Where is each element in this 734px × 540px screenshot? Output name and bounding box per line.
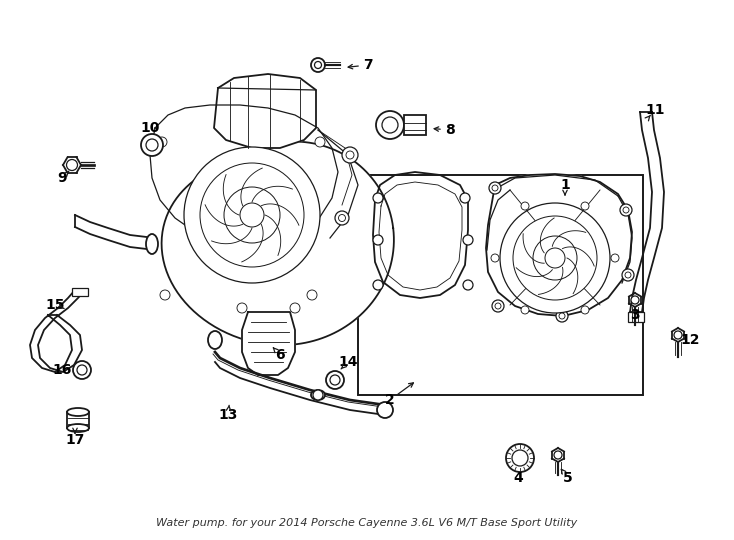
Text: 9: 9: [57, 171, 67, 185]
Circle shape: [335, 211, 349, 225]
Circle shape: [674, 331, 682, 339]
Bar: [628, 312, 644, 322]
Circle shape: [160, 290, 170, 300]
Bar: [404, 115, 426, 135]
Circle shape: [581, 306, 589, 314]
Circle shape: [373, 193, 383, 203]
Polygon shape: [161, 141, 394, 345]
Text: 7: 7: [363, 58, 373, 72]
Circle shape: [73, 361, 91, 379]
Circle shape: [146, 139, 158, 151]
Circle shape: [623, 207, 629, 213]
Text: 2: 2: [385, 393, 395, 407]
Circle shape: [224, 187, 280, 243]
Circle shape: [184, 147, 320, 283]
Circle shape: [491, 254, 499, 262]
Circle shape: [513, 216, 597, 300]
Bar: [72, 288, 88, 296]
Circle shape: [338, 214, 346, 221]
Circle shape: [376, 111, 404, 139]
Polygon shape: [214, 74, 316, 148]
Circle shape: [373, 280, 383, 290]
Circle shape: [290, 303, 300, 313]
Circle shape: [157, 137, 167, 147]
Circle shape: [311, 58, 325, 72]
Circle shape: [200, 163, 304, 267]
Circle shape: [77, 365, 87, 375]
Circle shape: [346, 151, 354, 159]
Text: 4: 4: [513, 471, 523, 485]
Circle shape: [342, 147, 358, 163]
Circle shape: [382, 117, 398, 133]
Circle shape: [315, 137, 325, 147]
Text: 14: 14: [338, 355, 357, 369]
Circle shape: [521, 202, 529, 210]
Circle shape: [240, 203, 264, 227]
Circle shape: [625, 272, 631, 278]
Circle shape: [622, 269, 634, 281]
Circle shape: [545, 248, 565, 268]
Circle shape: [377, 402, 393, 418]
Circle shape: [559, 313, 565, 319]
Circle shape: [495, 303, 501, 309]
Circle shape: [373, 235, 383, 245]
Circle shape: [631, 296, 639, 304]
Text: 5: 5: [563, 471, 573, 485]
Circle shape: [237, 303, 247, 313]
Circle shape: [620, 204, 632, 216]
Ellipse shape: [311, 390, 325, 400]
Circle shape: [506, 444, 534, 472]
Text: 11: 11: [645, 103, 665, 117]
Text: 17: 17: [65, 433, 84, 447]
Circle shape: [521, 306, 529, 314]
Circle shape: [307, 290, 317, 300]
Circle shape: [313, 390, 323, 400]
Text: 16: 16: [52, 363, 72, 377]
Ellipse shape: [67, 408, 89, 416]
Ellipse shape: [208, 331, 222, 349]
Text: 3: 3: [631, 308, 640, 322]
Circle shape: [492, 300, 504, 312]
Circle shape: [500, 203, 610, 313]
Circle shape: [554, 451, 562, 459]
Circle shape: [460, 193, 470, 203]
Text: 1: 1: [560, 178, 570, 192]
Ellipse shape: [67, 424, 89, 432]
Circle shape: [141, 134, 163, 156]
Circle shape: [581, 202, 589, 210]
Polygon shape: [486, 174, 632, 316]
Circle shape: [314, 62, 321, 69]
Circle shape: [512, 450, 528, 466]
Text: 13: 13: [218, 408, 238, 422]
Text: 12: 12: [680, 333, 700, 347]
Ellipse shape: [146, 234, 158, 254]
Circle shape: [492, 185, 498, 191]
Circle shape: [489, 182, 501, 194]
Circle shape: [330, 375, 340, 385]
Polygon shape: [242, 312, 295, 375]
Text: Water pump. for your 2014 Porsche Cayenne 3.6L V6 M/T Base Sport Utility: Water pump. for your 2014 Porsche Cayenn…: [156, 518, 578, 528]
Circle shape: [326, 371, 344, 389]
Text: 15: 15: [46, 298, 65, 312]
Text: 8: 8: [445, 123, 455, 137]
Text: 6: 6: [275, 348, 285, 362]
Circle shape: [67, 159, 78, 171]
Circle shape: [611, 254, 619, 262]
Bar: [358, 175, 643, 395]
Circle shape: [533, 236, 577, 280]
Text: 10: 10: [140, 121, 160, 135]
Circle shape: [463, 235, 473, 245]
Circle shape: [556, 310, 568, 322]
Circle shape: [463, 280, 473, 290]
